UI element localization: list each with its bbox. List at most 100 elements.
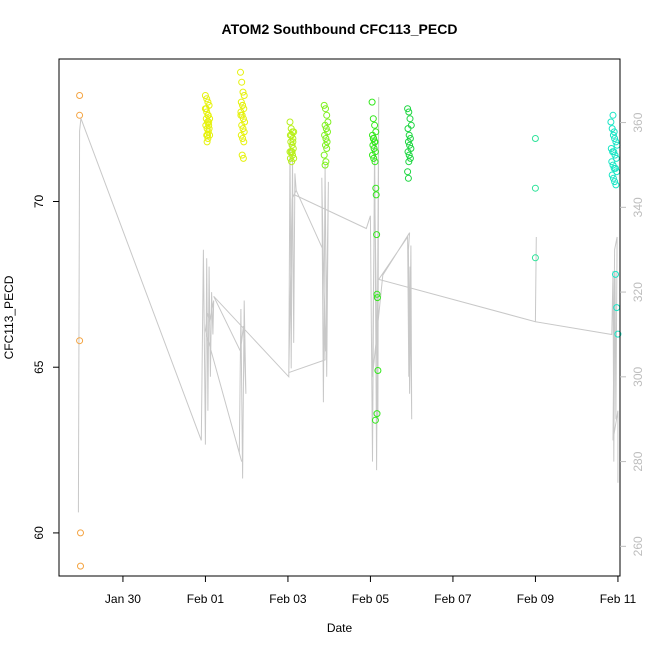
data-point — [404, 168, 412, 176]
chart-title: ATOM2 Southbound CFC113_PECD — [222, 21, 458, 37]
data-point — [373, 231, 381, 239]
data-point — [201, 92, 209, 99]
data-point — [77, 529, 84, 537]
data-point — [531, 184, 539, 192]
y-axis-left: 60 65 70 — [32, 195, 59, 540]
data-point — [373, 294, 381, 302]
data-point — [370, 154, 378, 162]
data-point — [320, 151, 328, 159]
data-point — [286, 154, 294, 162]
x-tick-label: Feb 05 — [352, 592, 390, 606]
x-tick-label: Feb 01 — [187, 592, 225, 606]
data-point — [239, 101, 247, 109]
y2-tick-label: 360 — [631, 112, 645, 132]
data-point — [369, 135, 377, 142]
data-point — [77, 562, 84, 570]
data-point — [321, 161, 329, 169]
data-point — [405, 158, 413, 166]
data-point — [368, 98, 376, 106]
data-point — [373, 410, 381, 418]
data-point — [239, 135, 247, 142]
secondary-axis-line-layer — [77, 97, 619, 513]
data-point — [288, 158, 296, 166]
data-point — [404, 105, 412, 113]
data-point — [320, 101, 328, 109]
data-point — [611, 151, 619, 159]
data-point — [531, 135, 539, 142]
y2-tick-label: 280 — [631, 451, 645, 471]
data-point — [205, 118, 213, 126]
data-point — [404, 138, 412, 146]
data-point — [531, 254, 539, 262]
data-point — [237, 131, 245, 139]
data-point — [203, 125, 211, 133]
data-point — [238, 121, 246, 129]
data-point — [203, 95, 211, 103]
data-point — [612, 154, 620, 162]
data-point — [204, 135, 212, 142]
data-point — [611, 135, 619, 142]
data-point — [407, 121, 415, 129]
data-point — [321, 121, 329, 129]
data-point — [322, 105, 329, 113]
data-point — [371, 158, 379, 166]
data-point — [286, 118, 294, 126]
data-point — [204, 131, 211, 139]
data-point — [204, 128, 212, 136]
data-point — [237, 108, 245, 116]
data-point — [238, 78, 246, 86]
data-point — [76, 111, 84, 119]
data-point — [202, 105, 210, 113]
data-point — [612, 181, 620, 189]
data-point — [609, 174, 617, 182]
data-point — [237, 111, 245, 119]
data-point — [204, 111, 212, 119]
data-point — [289, 135, 297, 142]
data-point — [238, 151, 246, 159]
y2-tick-label: 300 — [631, 366, 645, 386]
data-point — [371, 416, 379, 424]
data-point — [406, 141, 414, 149]
data-point — [369, 141, 377, 149]
data-point — [237, 68, 244, 76]
data-point — [239, 154, 247, 162]
data-point — [612, 164, 619, 172]
data-point — [239, 88, 247, 96]
data-point — [289, 138, 297, 146]
data-point — [288, 131, 296, 139]
y2-tick-label: 260 — [631, 536, 645, 556]
data-point — [404, 148, 412, 156]
data-point — [321, 131, 329, 139]
data-point — [288, 148, 296, 156]
data-point — [323, 138, 331, 146]
y2-tick-label: 320 — [631, 282, 645, 302]
x-tick-label: Feb 09 — [517, 592, 555, 606]
data-point — [322, 158, 330, 166]
data-point — [405, 131, 413, 139]
data-point — [372, 128, 380, 136]
data-point — [614, 330, 622, 338]
data-point — [287, 138, 295, 146]
data-point — [288, 141, 296, 149]
data-point — [369, 115, 377, 123]
data-point — [205, 121, 213, 129]
y-tick-label: 65 — [32, 360, 46, 374]
data-point — [371, 121, 379, 129]
data-point — [611, 178, 619, 186]
data-point — [610, 128, 618, 136]
x-tick-label: Feb 03 — [269, 592, 307, 606]
data-point — [610, 148, 618, 156]
data-point — [371, 138, 379, 146]
data-point — [406, 154, 414, 162]
data-point — [240, 138, 248, 146]
data-point — [237, 98, 245, 106]
data-point — [607, 118, 615, 126]
data-point — [203, 138, 211, 146]
x-axis: Jan 30 Feb 01 Feb 03 Feb 05 Feb 07 Feb 09 Feb … — [105, 576, 636, 606]
data-point — [612, 138, 620, 146]
x-axis-label: Date — [327, 621, 353, 635]
plot-frame — [58, 58, 621, 577]
secondary-series-line — [77, 97, 619, 513]
data-point — [372, 184, 380, 192]
data-point — [76, 337, 84, 345]
